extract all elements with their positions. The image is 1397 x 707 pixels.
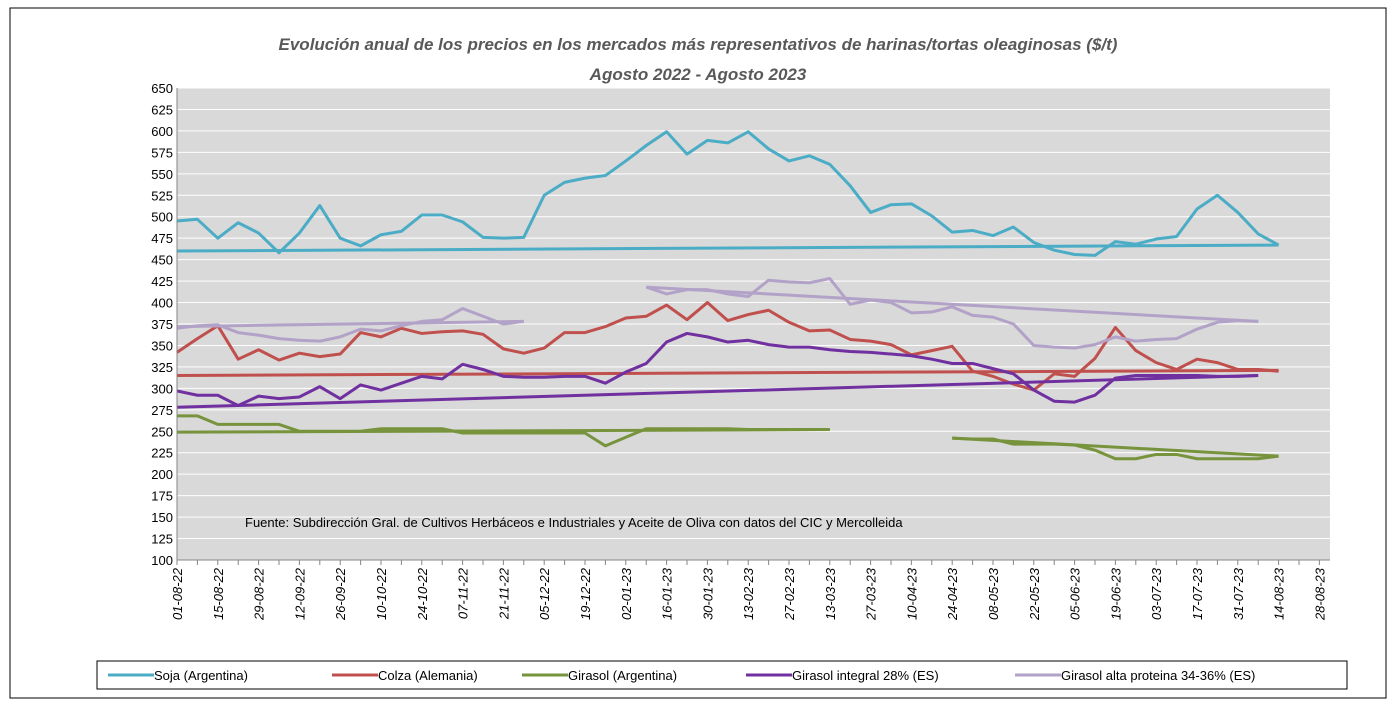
y-tick-label: 550	[151, 167, 173, 182]
x-tick-label: 28-08-23	[1312, 567, 1327, 621]
y-tick-label: 325	[151, 360, 173, 375]
y-tick-label: 650	[151, 81, 173, 96]
x-tick-label: 27-03-23	[864, 567, 879, 621]
trend-line	[176, 319, 524, 329]
y-tick-label: 475	[151, 231, 173, 246]
legend-label: Colza (Alemania)	[378, 668, 478, 683]
y-tick-label: 275	[151, 403, 173, 418]
x-tick-label: 26-09-22	[333, 567, 348, 621]
y-tick-label: 450	[151, 253, 173, 268]
y-tick-label: 625	[151, 102, 173, 117]
legend-label: Soja (Argentina)	[154, 668, 248, 683]
series-line	[176, 301, 1279, 392]
y-tick-label: 225	[151, 446, 173, 461]
x-tick-label: 10-10-22	[374, 567, 389, 620]
x-tick-label: 13-03-23	[823, 567, 838, 620]
x-tick-label: 19-06-23	[1108, 567, 1123, 620]
series-line	[176, 130, 1280, 257]
x-tick-label: 12-09-22	[292, 567, 307, 620]
x-tick-label: 22-05-23	[1027, 567, 1042, 621]
x-tick-label: 21-11-22	[496, 567, 511, 620]
y-tick-label: 375	[151, 317, 173, 332]
y-tick-label: 125	[151, 532, 173, 547]
y-tick-label: 300	[151, 381, 173, 396]
trend-line	[952, 436, 1279, 458]
trend-line	[176, 373, 1259, 409]
y-tick-label: 525	[151, 188, 173, 203]
legend-label: Girasol integral 28% (ES)	[792, 668, 939, 683]
x-tick-label: 17-07-23	[1190, 567, 1205, 620]
x-tick-label: 08-05-23	[986, 567, 1001, 620]
y-tick-label: 175	[151, 489, 173, 504]
y-tick-label: 200	[151, 467, 173, 482]
x-tick-label: 14-08-23	[1272, 567, 1287, 620]
chart-title: Evolución anual de los precios en los me…	[279, 35, 1118, 54]
x-tick-label: 16-01-23	[660, 567, 675, 620]
x-tick-label: 31-07-23	[1231, 567, 1246, 620]
legend	[96, 660, 1348, 690]
trend-line	[176, 428, 830, 434]
series-line	[176, 331, 1259, 408]
y-tick-label: 400	[151, 296, 173, 311]
trend-line	[176, 243, 1279, 253]
trend-line	[176, 368, 1279, 377]
chart-subtitle: Agosto 2022 - Agosto 2023	[589, 65, 807, 84]
y-tick-label: 250	[151, 424, 173, 439]
y-tick-label: 600	[151, 124, 173, 139]
y-tick-label: 425	[151, 274, 173, 289]
x-tick-label: 01-08-22	[170, 567, 185, 620]
x-tick-label: 13-02-23	[741, 567, 756, 620]
y-tick-label: 100	[151, 553, 173, 568]
x-tick-label: 29-08-22	[252, 567, 267, 621]
x-tick-label: 24-04-23	[945, 567, 960, 621]
x-tick-label: 05-12-22	[537, 567, 552, 620]
x-tick-label: 15-08-22	[211, 567, 226, 620]
x-tick-label: 07-11-22	[456, 567, 471, 619]
x-tick-label: 30-01-23	[700, 567, 715, 620]
y-tick-label: 575	[151, 145, 173, 160]
series-line	[176, 277, 1259, 350]
x-tick-label: 24-10-22	[415, 567, 430, 621]
x-tick-label: 10-04-23	[904, 567, 919, 620]
x-tick-label: 05-06-23	[1068, 567, 1083, 620]
y-tick-label: 150	[151, 510, 173, 525]
y-tick-label: 500	[151, 210, 173, 225]
trend-line	[646, 285, 1259, 323]
x-tick-label: 03-07-23	[1149, 567, 1164, 620]
x-tick-label: 02-01-23	[619, 567, 634, 620]
legend-label: Girasol (Argentina)	[568, 668, 677, 683]
x-tick-label: 19-12-22	[578, 567, 593, 620]
x-tick-label: 27-02-23	[782, 567, 797, 621]
legend-label: Girasol alta proteina 34-36% (ES)	[1061, 668, 1255, 683]
source-note: Fuente: Subdirección Gral. de Cultivos H…	[245, 515, 903, 530]
y-tick-label: 350	[151, 338, 173, 353]
